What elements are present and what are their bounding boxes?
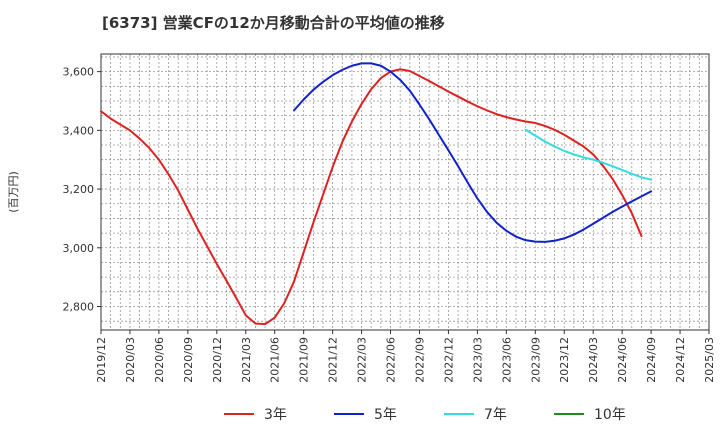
- x-tick-label: 2020/06: [153, 337, 166, 383]
- x-tick-label: 2021/06: [269, 337, 282, 383]
- legend-label-1: 5年: [374, 407, 397, 423]
- y-axis-label: (百万円): [7, 171, 20, 213]
- series-lines: [100, 62, 653, 326]
- y-tick-label: 3,600: [63, 66, 95, 79]
- x-tick-label: 2019/12: [95, 337, 108, 383]
- x-tick-label: 2023/09: [529, 337, 542, 383]
- vertical-gridlines: [110, 54, 700, 330]
- x-tick-label: 2021/03: [240, 337, 253, 383]
- y-tick-label: 3,400: [63, 124, 95, 137]
- horizontal-gridlines: [101, 56, 709, 322]
- chart-title: [6373] 営業CFの12か月移動合計の平均値の推移: [102, 14, 445, 32]
- x-tick-label: 2020/12: [211, 337, 224, 383]
- x-tick-label: 2024/12: [674, 337, 687, 383]
- legend-label-2: 7年: [484, 407, 507, 423]
- plot-border: [100, 53, 710, 331]
- x-tick-label: 2020/03: [124, 337, 137, 383]
- legend-label-3: 10年: [594, 407, 626, 423]
- x-tick-label: 2022/03: [356, 337, 369, 383]
- series-line-0: [100, 68, 643, 326]
- x-tick-label: 2023/12: [558, 337, 571, 383]
- x-tick-label: 2024/09: [645, 337, 658, 383]
- y-tick-labels: 2,800 3,000 3,200 3,400 3,600: [63, 66, 101, 314]
- legend-label-0: 3年: [264, 407, 287, 423]
- x-tick-label: 2021/09: [298, 337, 311, 383]
- x-tick-label: 2023/06: [500, 337, 513, 383]
- x-tick-labels: 2019/12 2020/03 2020/06 2020/09 2020/12 2021/…: [95, 330, 716, 383]
- x-tick-label: 2022/06: [385, 337, 398, 383]
- series-line-2: [524, 128, 653, 181]
- x-tick-label: 2024/06: [616, 337, 629, 383]
- y-tick-label: 3,000: [63, 242, 95, 255]
- x-tick-label: 2020/09: [182, 337, 195, 383]
- x-tick-label: 2024/03: [587, 337, 600, 383]
- legend: 3年 5年 7年 10年: [224, 407, 626, 423]
- x-tick-label: 2023/03: [471, 337, 484, 383]
- x-tick-label: 2022/09: [413, 337, 426, 383]
- y-tick-label: 3,200: [63, 183, 95, 196]
- y-tick-label: 2,800: [63, 301, 95, 314]
- plot-area: [101, 54, 709, 330]
- x-tick-label: 2025/03: [703, 337, 716, 383]
- x-tick-label: 2022/12: [442, 337, 455, 383]
- x-tick-label: 2021/12: [327, 337, 340, 383]
- series-line-1: [293, 62, 653, 243]
